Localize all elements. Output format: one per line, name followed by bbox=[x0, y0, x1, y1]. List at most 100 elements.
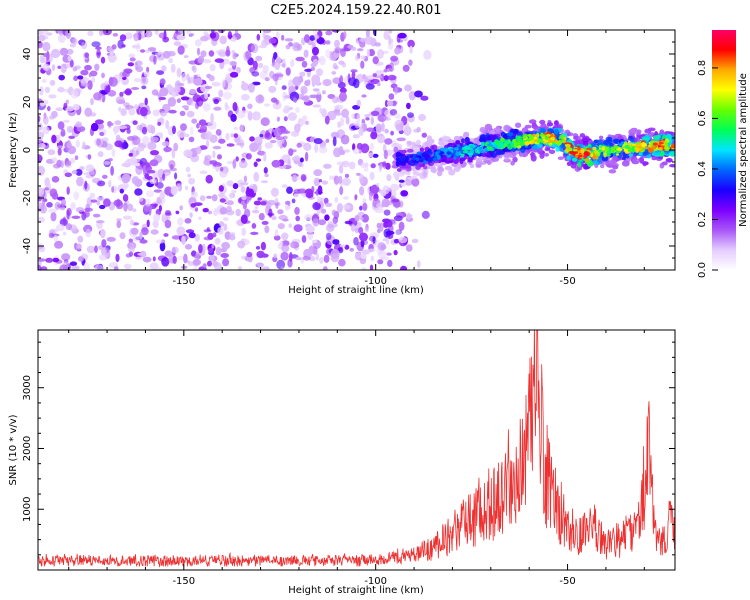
noise-blob bbox=[253, 136, 263, 146]
noise-blob bbox=[179, 110, 186, 117]
noise-blob bbox=[217, 48, 227, 58]
noise-blob bbox=[134, 188, 143, 196]
noise-blob bbox=[193, 77, 203, 86]
noise-blob bbox=[203, 59, 212, 64]
signal-blob bbox=[448, 169, 456, 176]
noise-blob bbox=[150, 150, 159, 156]
noise-blob bbox=[329, 51, 333, 55]
noise-blob bbox=[313, 34, 320, 40]
noise-blob bbox=[76, 176, 84, 187]
noise-blob bbox=[163, 146, 172, 153]
spectrogram-y-ticks: -40 -20 0 20 40 bbox=[22, 29, 675, 271]
signal-blob bbox=[533, 138, 538, 142]
noise-blob bbox=[372, 73, 377, 78]
signal-blob bbox=[506, 140, 510, 145]
signal-blob bbox=[451, 163, 458, 168]
noise-blob bbox=[361, 94, 367, 98]
noise-blob bbox=[124, 32, 133, 40]
noise-blob bbox=[383, 116, 388, 120]
noise-blob bbox=[256, 115, 260, 120]
noise-blob bbox=[135, 165, 143, 175]
noise-blob bbox=[182, 105, 189, 109]
colorbar-label: Normalized spectral amplitude bbox=[738, 73, 749, 227]
noise-blob bbox=[229, 193, 234, 199]
noise-blob bbox=[141, 85, 147, 90]
noise-blob bbox=[200, 50, 207, 58]
noise-blob bbox=[74, 123, 83, 128]
noise-blob bbox=[275, 31, 280, 39]
noise-blob bbox=[183, 55, 189, 59]
noise-blob bbox=[296, 176, 301, 181]
noise-blob bbox=[347, 44, 354, 49]
noise-blob bbox=[218, 221, 225, 227]
noise-blob bbox=[321, 108, 327, 118]
signal-blob bbox=[431, 166, 437, 174]
signal-blob bbox=[461, 138, 465, 144]
noise-blob bbox=[66, 125, 74, 133]
noise-blob bbox=[90, 122, 99, 132]
noise-blob bbox=[213, 208, 218, 217]
signal-blob bbox=[557, 156, 564, 160]
noise-blob bbox=[53, 234, 59, 242]
noise-blob bbox=[170, 63, 176, 73]
signal-blob bbox=[540, 123, 547, 129]
noise-blob bbox=[145, 30, 153, 38]
signal-blob bbox=[396, 168, 402, 172]
noise-blob bbox=[132, 235, 140, 242]
noise-blob bbox=[284, 38, 294, 42]
noise-blob bbox=[264, 173, 269, 178]
noise-blob bbox=[195, 251, 200, 262]
noise-blob bbox=[223, 223, 228, 231]
noise-blob bbox=[168, 57, 174, 64]
noise-blob bbox=[332, 77, 342, 84]
noise-blob bbox=[119, 188, 125, 194]
signal-blob bbox=[646, 154, 652, 159]
noise-blob bbox=[287, 258, 293, 268]
noise-blob bbox=[176, 98, 181, 104]
noise-blob bbox=[50, 49, 61, 58]
noise-blob bbox=[251, 71, 260, 77]
noise-blob bbox=[245, 50, 252, 60]
noise-blob bbox=[313, 138, 323, 145]
signal-blob bbox=[539, 128, 547, 133]
signal-blob bbox=[652, 142, 658, 146]
noise-blob bbox=[263, 103, 271, 107]
noise-blob bbox=[152, 220, 159, 228]
noise-blob bbox=[149, 178, 157, 184]
signal-blob bbox=[573, 135, 581, 141]
noise-blob bbox=[171, 148, 176, 159]
noise-blob bbox=[214, 237, 221, 245]
noise-blob bbox=[188, 232, 196, 239]
noise-blob bbox=[134, 78, 141, 83]
noise-blob bbox=[364, 162, 369, 168]
signal-blob bbox=[424, 156, 428, 161]
noise-blob bbox=[58, 74, 65, 81]
noise-blob bbox=[304, 34, 310, 43]
noise-blob bbox=[75, 243, 82, 250]
noise-blob bbox=[177, 217, 184, 226]
signal-blob bbox=[611, 150, 615, 154]
noise-blob bbox=[213, 98, 219, 105]
noise-blob bbox=[192, 65, 197, 73]
noise-blob bbox=[377, 259, 384, 265]
signal-blob bbox=[467, 156, 473, 163]
noise-blob bbox=[208, 75, 215, 82]
signal-blob bbox=[666, 139, 670, 143]
signal-blob bbox=[437, 164, 443, 171]
noise-blob bbox=[359, 174, 365, 184]
noise-blob bbox=[421, 210, 430, 219]
noise-blob bbox=[163, 172, 171, 176]
noise-blob bbox=[215, 165, 220, 172]
noise-blob bbox=[354, 215, 360, 222]
noise-blob bbox=[214, 58, 225, 63]
snr-x-label: Height of straight line (km) bbox=[288, 585, 424, 596]
signal-blob bbox=[428, 151, 433, 155]
noise-blob bbox=[203, 31, 209, 36]
noise-blob bbox=[149, 159, 159, 167]
noise-blob bbox=[400, 265, 408, 270]
noise-blob bbox=[186, 110, 195, 118]
noise-blob bbox=[360, 216, 364, 221]
signal-blob bbox=[540, 140, 545, 144]
signal-blob bbox=[608, 169, 617, 174]
x-tick-label: -150 bbox=[172, 276, 195, 287]
